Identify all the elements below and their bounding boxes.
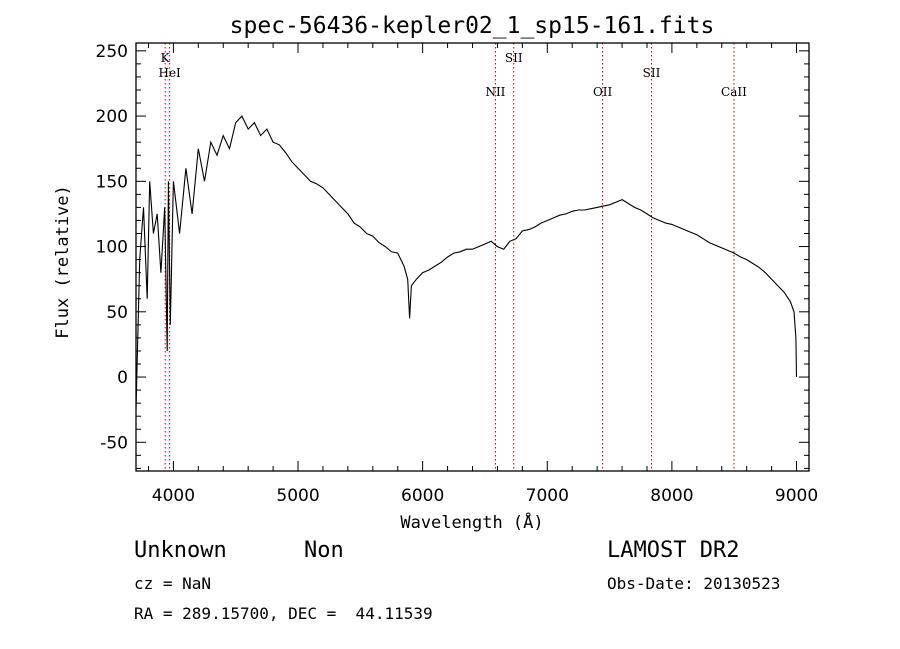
x-tick-label-2: 6000	[401, 486, 444, 506]
observation-date: Obs-Date: 20130523	[607, 574, 781, 593]
survey-name: LAMOST DR2	[607, 538, 740, 563]
x-tick-label-1: 5000	[276, 486, 319, 506]
y-axis-ticks: -50 0 50 100 150 200 250	[96, 42, 809, 469]
spectral-line-label-1: HeI	[158, 66, 181, 80]
y-tick-label-1: 0	[117, 368, 128, 388]
y-tick-label-0: -50	[100, 433, 128, 453]
spectral-line-label-4: OII	[593, 85, 613, 99]
redshift-value: cz = NaN	[134, 574, 212, 593]
y-tick-label-5: 200	[96, 107, 128, 127]
x-axis-label: Wavelength (Å)	[400, 511, 543, 533]
x-tick-label-5: 9000	[775, 486, 818, 506]
y-tick-label-6: 250	[96, 42, 128, 62]
x-tick-label-4: 8000	[650, 486, 693, 506]
spectral-line-label-5: SII	[643, 66, 661, 80]
spectral-line-label-6: CaII	[721, 85, 747, 99]
y-tick-label-4: 150	[96, 172, 128, 192]
object-subclass: Non	[304, 538, 344, 563]
x-tick-label-0: 4000	[152, 486, 195, 506]
object-class: Unknown	[134, 538, 227, 563]
coordinates: RA = 289.15700, DEC = 44.11539	[134, 604, 433, 623]
spectral-line-label-3: SII	[505, 51, 523, 65]
plot-frame	[135, 42, 810, 472]
spectrum-series-line	[135, 115, 798, 410]
y-tick-label-3: 100	[96, 238, 128, 258]
spectral-line-label-0: K	[161, 51, 171, 65]
x-axis-ticks: 4000 5000 6000 7000 8000 9000	[147, 43, 818, 506]
spectral-line-label-2: NII	[485, 85, 505, 99]
y-axis-label: Flux (relative)	[53, 185, 73, 339]
y-tick-label-2: 50	[106, 303, 128, 323]
chart-title: spec-56436-kepler02_1_sp15-161.fits	[230, 13, 715, 39]
x-tick-label-3: 7000	[526, 486, 569, 506]
